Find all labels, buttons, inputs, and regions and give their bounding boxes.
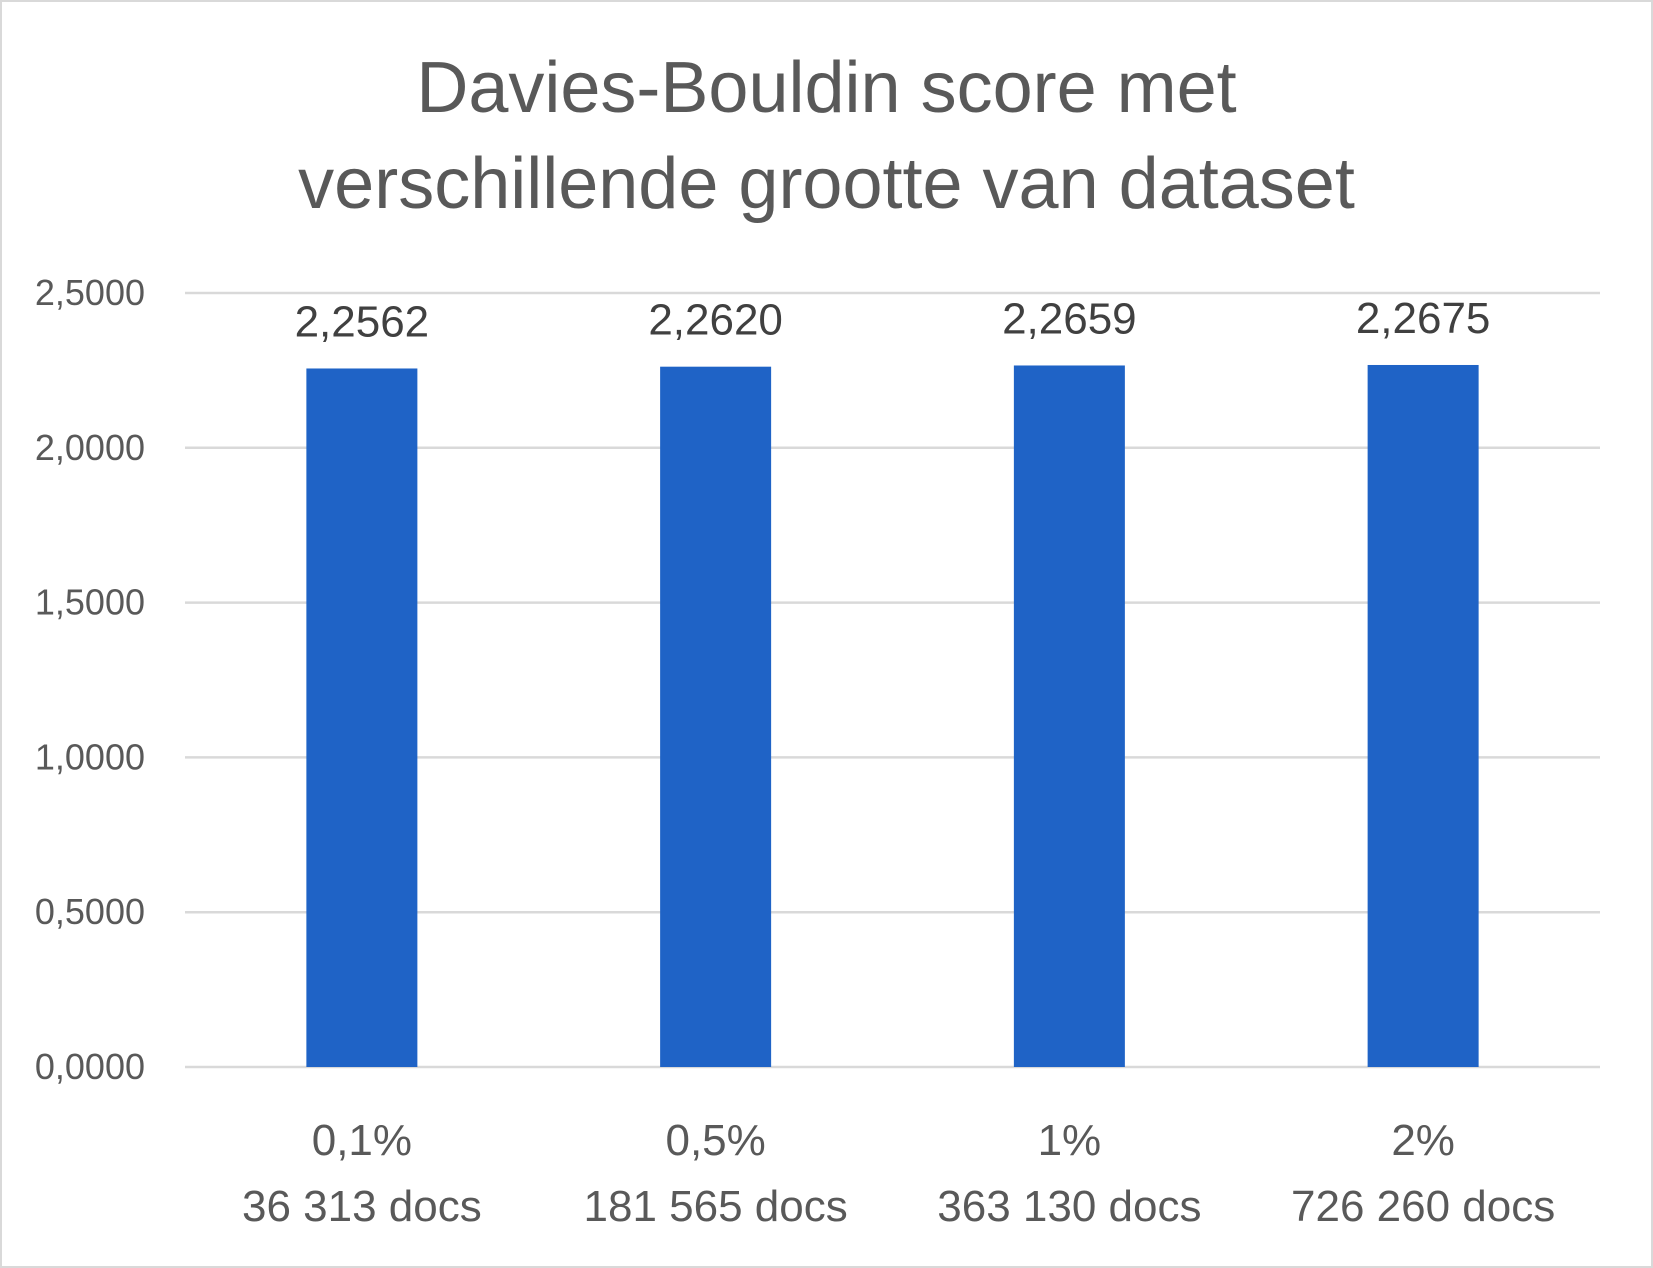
bar bbox=[660, 366, 772, 1067]
y-tick-label: 0,0000 bbox=[35, 1046, 145, 1087]
chart-title-line-2: verschillende grootte van dataset bbox=[298, 144, 1355, 224]
chart-title-line-1: Davies-Bouldin score met bbox=[416, 48, 1237, 128]
x-category-label: 181 565 docs bbox=[584, 1182, 848, 1231]
y-tick-label: 2,5000 bbox=[35, 272, 145, 313]
x-category-label: 363 130 docs bbox=[937, 1182, 1201, 1231]
bar bbox=[306, 368, 418, 1067]
y-tick-label: 0,5000 bbox=[35, 891, 145, 932]
x-category-label: 0,5% bbox=[665, 1116, 765, 1165]
data-label: 2,2620 bbox=[648, 296, 783, 345]
bar bbox=[1013, 365, 1125, 1067]
x-category-label: 1% bbox=[1038, 1116, 1102, 1165]
x-category-label: 726 260 docs bbox=[1291, 1182, 1555, 1231]
x-category-label: 0,1% bbox=[312, 1116, 412, 1165]
bar bbox=[1367, 364, 1479, 1067]
x-category-label: 2% bbox=[1391, 1116, 1455, 1165]
y-tick-label: 1,5000 bbox=[35, 582, 145, 623]
data-label: 2,2659 bbox=[1002, 294, 1137, 343]
y-tick-label: 1,0000 bbox=[35, 736, 145, 777]
data-label: 2,2562 bbox=[295, 297, 430, 346]
x-category-label: 36 313 docs bbox=[242, 1182, 482, 1231]
chart-title: Davies-Bouldin score met verschillende g… bbox=[0, 40, 1653, 232]
data-label: 2,2675 bbox=[1356, 294, 1491, 343]
y-tick-label: 2,0000 bbox=[35, 427, 145, 468]
